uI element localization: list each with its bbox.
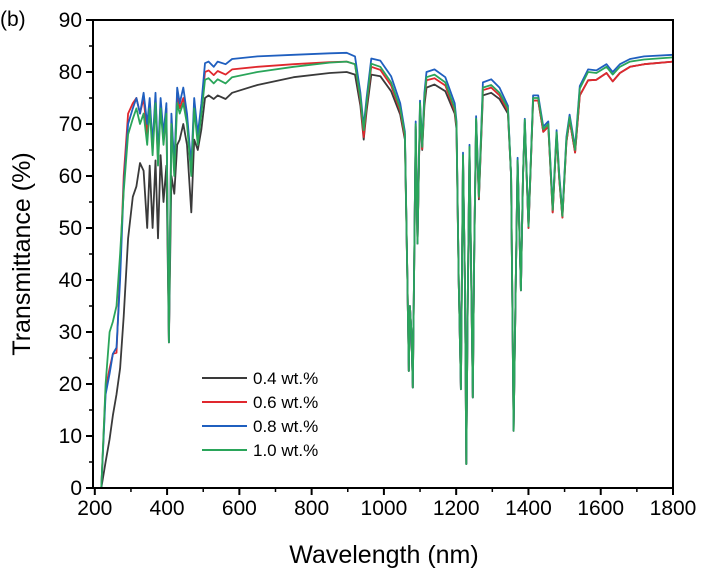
panel-label: (b) <box>0 8 26 31</box>
x-tick-label: 200 <box>77 497 112 520</box>
x-axis-label: Wavelength (nm) <box>289 541 478 569</box>
y-tick-label: 30 <box>59 321 82 344</box>
x-tick-label: 600 <box>222 497 257 520</box>
x-tick-label: 800 <box>294 497 329 520</box>
y-tick-label: 90 <box>59 9 82 32</box>
x-tick-label: 1600 <box>577 497 624 520</box>
y-axis-label: Transmittance (%) <box>8 152 36 355</box>
legend: 0.4 wt.% 0.6 wt.% 0.8 wt.% 1.0 wt.% <box>202 369 318 460</box>
plot-frame <box>92 19 674 489</box>
series-line-3 <box>100 56 674 489</box>
y-tick-label: 40 <box>59 269 82 292</box>
y-tick-label: 0 <box>70 477 82 500</box>
plot-lines <box>100 51 674 489</box>
x-tick-label: 1200 <box>433 497 480 520</box>
x-tick-label: 1800 <box>650 497 697 520</box>
y-tick-label: 10 <box>59 425 82 448</box>
legend-label-2: 0.8 wt.% <box>253 417 318 436</box>
legend-label-0: 0.4 wt.% <box>253 369 318 388</box>
y-tick-label: 80 <box>59 61 82 84</box>
axes: 200 400 600 800 1000 1200 1400 1600 1800 0 10 20 30 4… <box>59 9 697 520</box>
series-line-2 <box>100 51 674 489</box>
x-tick-label: 1400 <box>505 497 552 520</box>
y-tick-label: 70 <box>59 113 82 136</box>
y-tick-label: 20 <box>59 373 82 396</box>
x-tick-label: 400 <box>150 497 185 520</box>
legend-label-3: 1.0 wt.% <box>253 441 318 460</box>
x-tick-label: 1000 <box>361 497 408 520</box>
y-tick-label: 50 <box>59 217 82 240</box>
y-tick-label: 60 <box>59 165 82 188</box>
legend-label-1: 0.6 wt.% <box>253 393 318 412</box>
